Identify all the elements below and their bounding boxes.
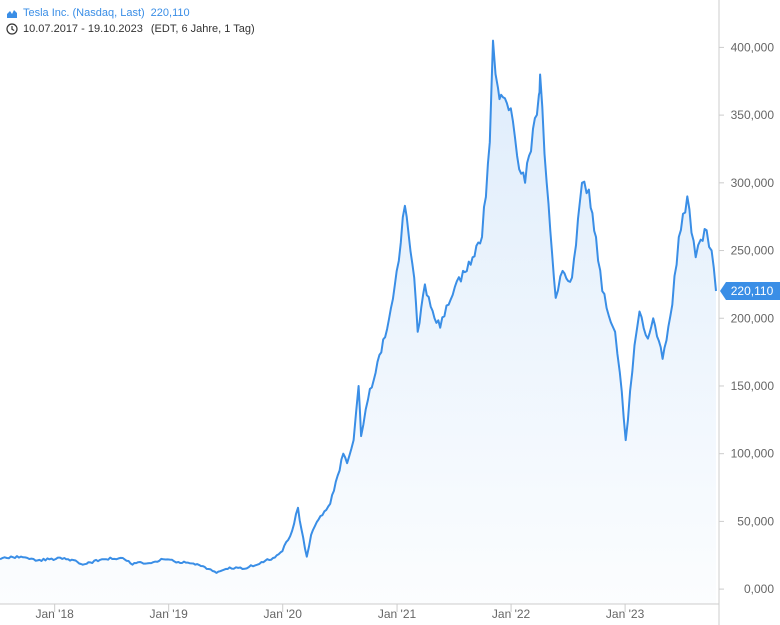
x-tick-label: Jan '20: [264, 607, 303, 621]
y-tick-label: 400,000: [731, 40, 775, 54]
series-label: Tesla Inc. (Nasdaq, Last): [23, 7, 145, 19]
last-value-badge: [720, 282, 780, 301]
x-tick-label: Jan '18: [36, 607, 75, 621]
area-chart-icon: [7, 10, 17, 18]
series-legend-row[interactable]: Tesla Inc. (Nasdaq, Last) 220,110: [6, 5, 255, 21]
date-range-label: 10.07.2017 - 19.10.2023: [23, 23, 143, 35]
y-tick-label: 50,000: [737, 514, 774, 528]
price-area-fill: [0, 40, 716, 605]
y-tick-label: 250,000: [731, 244, 775, 258]
y-tick-label: 300,000: [731, 176, 775, 190]
y-tick-label: 200,000: [731, 311, 775, 325]
y-tick-label: 150,000: [731, 379, 775, 393]
x-tick-label: Jan '23: [606, 607, 645, 621]
last-value-badge-label: 220,110: [731, 284, 774, 298]
x-tick-label: Jan '19: [150, 607, 189, 621]
y-tick-label: 350,000: [731, 108, 775, 122]
y-tick-label: 0,000: [744, 582, 774, 596]
y-tick-label: 100,000: [731, 447, 775, 461]
last-value-label: 220,110: [150, 7, 190, 19]
range-note-label: (EDT, 6 Jahre, 1 Tag): [150, 23, 255, 35]
clock-icon: [6, 23, 18, 35]
x-tick-label: Jan '21: [378, 607, 417, 621]
chart-legend: Tesla Inc. (Nasdaq, Last) 220,110 10.07.…: [6, 5, 255, 37]
date-range-row[interactable]: 10.07.2017 - 19.10.2023 (EDT, 6 Jahre, 1…: [6, 21, 255, 37]
price-line[interactable]: [0, 39, 717, 574]
x-tick-label: Jan '22: [492, 607, 531, 621]
